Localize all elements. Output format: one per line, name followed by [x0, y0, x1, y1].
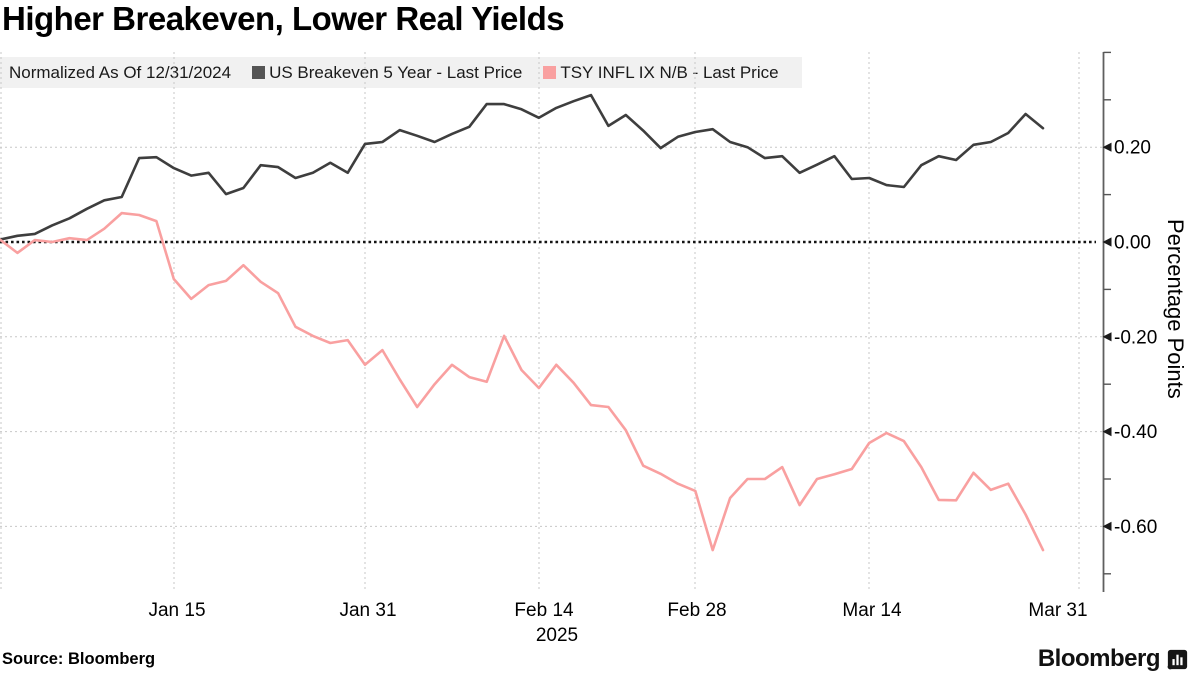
bloomberg-logo: Bloomberg [1038, 645, 1188, 673]
series-line-us-breakeven [0, 93, 1045, 241]
source-note: Source: Bloomberg [2, 650, 156, 668]
legend-item-tsy-infl: TSY INFL IX N/B - Last Price [543, 62, 779, 83]
y-major-tick-arrow [1102, 332, 1112, 342]
y-tick-label: -0.20 [1114, 327, 1157, 348]
bloomberg-terminal-icon [1167, 649, 1188, 669]
y-tick-label: -0.40 [1114, 422, 1157, 443]
y-tick-label: -0.60 [1114, 517, 1157, 538]
chart-legend: Normalized As Of 12/31/2024 US Breakeven… [0, 57, 802, 88]
legend-item-breakeven: US Breakeven 5 Year - Last Price [252, 63, 522, 83]
y-axis-title: Percentage Points [1163, 219, 1188, 399]
legend-swatch-tsy-infl [543, 66, 557, 79]
bloomberg-wordmark: Bloomberg [1037, 645, 1161, 672]
x-axis-year-label: 2025 [536, 625, 578, 646]
y-major-tick-arrow [1102, 427, 1112, 437]
y-major-tick-arrow [1102, 521, 1112, 531]
chart-title: Higher Breakeven, Lower Real Yields [2, 0, 565, 37]
x-tick-label: Mar 31 [1028, 600, 1087, 621]
x-tick-label: Jan 15 [148, 600, 205, 621]
legend-note: Normalized As Of 12/31/2024 [9, 62, 232, 82]
x-tick-label: Jan 31 [339, 600, 396, 621]
legend-label-tsy-infl: TSY INFL IX N/B - Last Price [560, 62, 779, 82]
y-major-tick-arrow [1102, 142, 1112, 152]
legend-swatch-breakeven [252, 66, 266, 79]
series-line-tsy-infl [0, 211, 1045, 552]
x-tick-label: Feb 14 [514, 600, 574, 621]
y-tick-label: 0.20 [1114, 138, 1151, 159]
x-tick-label: Mar 14 [842, 600, 902, 621]
x-tick-label: Feb 28 [667, 600, 726, 621]
legend-label-breakeven: US Breakeven 5 Year - Last Price [269, 62, 523, 82]
y-tick-label: 0.00 [1114, 233, 1151, 254]
y-major-tick-arrow [1102, 237, 1112, 247]
